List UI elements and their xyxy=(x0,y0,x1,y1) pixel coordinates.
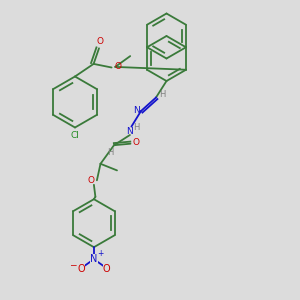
Text: O: O xyxy=(132,138,140,147)
Text: N: N xyxy=(133,106,140,115)
Text: N: N xyxy=(127,128,133,136)
Text: O: O xyxy=(77,264,85,274)
Text: O: O xyxy=(103,264,110,274)
Text: N: N xyxy=(90,254,98,264)
Text: +: + xyxy=(97,249,104,258)
Text: −: − xyxy=(69,261,77,270)
Text: O: O xyxy=(87,176,94,185)
Text: Cl: Cl xyxy=(70,131,80,140)
Text: H: H xyxy=(134,123,140,132)
Text: H: H xyxy=(159,90,166,99)
Text: O: O xyxy=(97,37,104,46)
Text: O: O xyxy=(115,61,122,70)
Text: H: H xyxy=(107,148,114,157)
